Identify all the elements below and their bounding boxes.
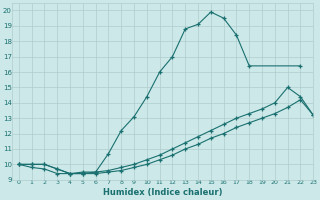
X-axis label: Humidex (Indice chaleur): Humidex (Indice chaleur) [103,188,223,197]
